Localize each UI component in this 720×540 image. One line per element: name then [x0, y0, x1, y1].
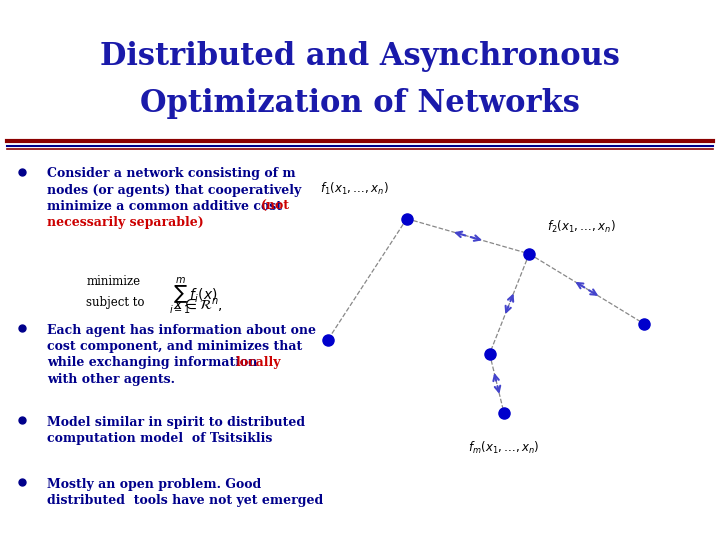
Text: $\sum_{i=1}^{m} f_i(x)$: $\sum_{i=1}^{m} f_i(x)$	[169, 275, 217, 316]
Text: while exchanging information: while exchanging information	[47, 356, 261, 369]
Text: Model similar in spirit to distributed: Model similar in spirit to distributed	[47, 416, 305, 429]
Text: $f_2(x_1,\ldots,x_n)$: $f_2(x_1,\ldots,x_n)$	[547, 219, 616, 235]
Text: $f_m(x_1,\ldots,x_n)$: $f_m(x_1,\ldots,x_n)$	[468, 440, 539, 456]
Text: (not: (not	[261, 200, 289, 213]
Text: Each agent has information about one: Each agent has information about one	[47, 324, 316, 337]
Text: $f_1(x_1,\ldots,x_n)$: $f_1(x_1,\ldots,x_n)$	[320, 181, 390, 197]
Text: minimize: minimize	[86, 275, 140, 288]
Text: Optimization of Networks: Optimization of Networks	[140, 88, 580, 119]
Text: computation model  of Tsitsiklis: computation model of Tsitsiklis	[47, 432, 272, 445]
Text: $x \in \mathcal{R}^n,$: $x \in \mathcal{R}^n,$	[173, 296, 222, 314]
Text: Consider a network consisting of m: Consider a network consisting of m	[47, 167, 295, 180]
Text: distributed  tools have not yet emerged: distributed tools have not yet emerged	[47, 494, 323, 507]
Text: Distributed and Asynchronous: Distributed and Asynchronous	[100, 41, 620, 72]
Text: nodes (or agents) that cooperatively: nodes (or agents) that cooperatively	[47, 184, 301, 197]
Text: necessarily separable): necessarily separable)	[47, 216, 204, 229]
Text: minimize a common additive cost: minimize a common additive cost	[47, 200, 286, 213]
Text: cost component, and minimizes that: cost component, and minimizes that	[47, 340, 302, 353]
Text: subject to: subject to	[86, 296, 145, 309]
Text: locally: locally	[235, 356, 281, 369]
Text: with other agents.: with other agents.	[47, 373, 175, 386]
Text: Mostly an open problem. Good: Mostly an open problem. Good	[47, 478, 261, 491]
